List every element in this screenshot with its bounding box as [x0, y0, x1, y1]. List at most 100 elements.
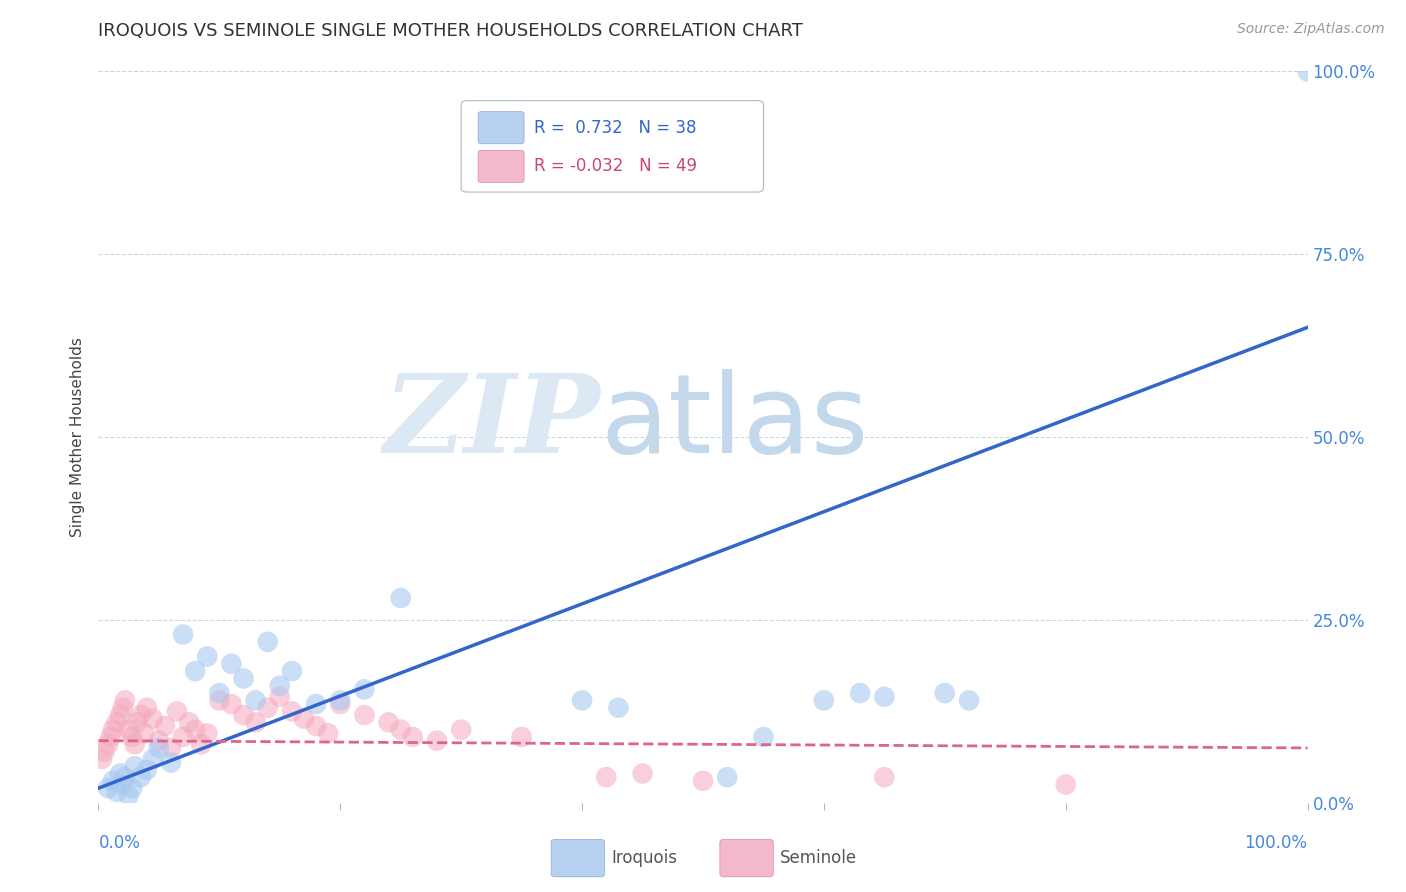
- Point: [232, 672, 254, 686]
- Text: Source: ZipAtlas.com: Source: ZipAtlas.com: [1237, 22, 1385, 37]
- Point: [510, 730, 533, 744]
- Point: [114, 693, 136, 707]
- FancyBboxPatch shape: [461, 101, 763, 192]
- Point: [118, 723, 141, 737]
- Point: [160, 756, 183, 770]
- Point: [179, 715, 201, 730]
- Point: [329, 697, 352, 711]
- Point: [813, 693, 835, 707]
- Point: [195, 726, 218, 740]
- Point: [166, 705, 188, 719]
- Point: [752, 730, 775, 744]
- Point: [124, 759, 146, 773]
- Text: R =  0.732   N = 38: R = 0.732 N = 38: [534, 119, 696, 136]
- Point: [269, 679, 291, 693]
- Point: [221, 657, 243, 671]
- Point: [108, 766, 131, 780]
- FancyBboxPatch shape: [478, 151, 524, 183]
- Point: [353, 682, 375, 697]
- Point: [129, 770, 152, 784]
- Point: [184, 664, 207, 678]
- Point: [716, 770, 738, 784]
- Point: [329, 693, 352, 707]
- Point: [377, 715, 399, 730]
- Point: [190, 737, 212, 751]
- Point: [426, 733, 449, 747]
- Point: [849, 686, 872, 700]
- Point: [142, 712, 165, 726]
- Point: [873, 770, 896, 784]
- Point: [153, 719, 176, 733]
- Point: [450, 723, 472, 737]
- Point: [91, 752, 114, 766]
- Point: [121, 781, 143, 796]
- Point: [292, 712, 315, 726]
- Point: [142, 752, 165, 766]
- Point: [127, 715, 149, 730]
- Text: ZIP: ZIP: [384, 368, 600, 476]
- Text: atlas: atlas: [600, 369, 869, 476]
- Point: [118, 789, 141, 803]
- Point: [111, 777, 134, 792]
- Point: [1296, 64, 1319, 78]
- Point: [108, 708, 131, 723]
- Point: [305, 697, 328, 711]
- Point: [232, 708, 254, 723]
- Point: [105, 785, 128, 799]
- Point: [631, 766, 654, 780]
- Point: [105, 715, 128, 730]
- Point: [353, 708, 375, 723]
- Point: [172, 627, 194, 641]
- Point: [160, 740, 183, 755]
- Text: Seminole: Seminole: [780, 849, 858, 867]
- Point: [221, 697, 243, 711]
- Point: [281, 664, 304, 678]
- Point: [134, 726, 156, 740]
- Point: [208, 693, 231, 707]
- Point: [111, 700, 134, 714]
- Point: [93, 745, 115, 759]
- Point: [389, 591, 412, 605]
- Point: [256, 635, 278, 649]
- Point: [100, 730, 122, 744]
- Point: [281, 705, 304, 719]
- Text: R = -0.032   N = 49: R = -0.032 N = 49: [534, 158, 697, 176]
- Point: [97, 781, 120, 796]
- Point: [957, 693, 980, 707]
- Y-axis label: Single Mother Households: Single Mother Households: [70, 337, 86, 537]
- Point: [269, 690, 291, 704]
- Point: [571, 693, 593, 707]
- Point: [101, 723, 124, 737]
- Point: [97, 737, 120, 751]
- Point: [316, 726, 339, 740]
- Text: IROQUOIS VS SEMINOLE SINGLE MOTHER HOUSEHOLDS CORRELATION CHART: IROQUOIS VS SEMINOLE SINGLE MOTHER HOUSE…: [98, 22, 803, 40]
- Point: [208, 686, 231, 700]
- Point: [245, 715, 267, 730]
- Point: [195, 649, 218, 664]
- Point: [114, 770, 136, 784]
- Point: [129, 708, 152, 723]
- Point: [135, 700, 157, 714]
- Point: [934, 686, 956, 700]
- Point: [595, 770, 617, 784]
- Point: [121, 730, 143, 744]
- Text: Iroquois: Iroquois: [612, 849, 678, 867]
- Point: [148, 740, 170, 755]
- Point: [873, 690, 896, 704]
- Point: [402, 730, 425, 744]
- Point: [135, 763, 157, 777]
- FancyBboxPatch shape: [478, 112, 524, 144]
- Point: [184, 723, 207, 737]
- Point: [256, 700, 278, 714]
- Point: [172, 730, 194, 744]
- Point: [148, 733, 170, 747]
- Text: 100.0%: 100.0%: [1244, 834, 1308, 852]
- Point: [389, 723, 412, 737]
- Text: 0.0%: 0.0%: [98, 834, 141, 852]
- Point: [607, 700, 630, 714]
- Point: [101, 773, 124, 788]
- Point: [124, 737, 146, 751]
- Point: [692, 773, 714, 788]
- Point: [305, 719, 328, 733]
- Point: [1054, 777, 1077, 792]
